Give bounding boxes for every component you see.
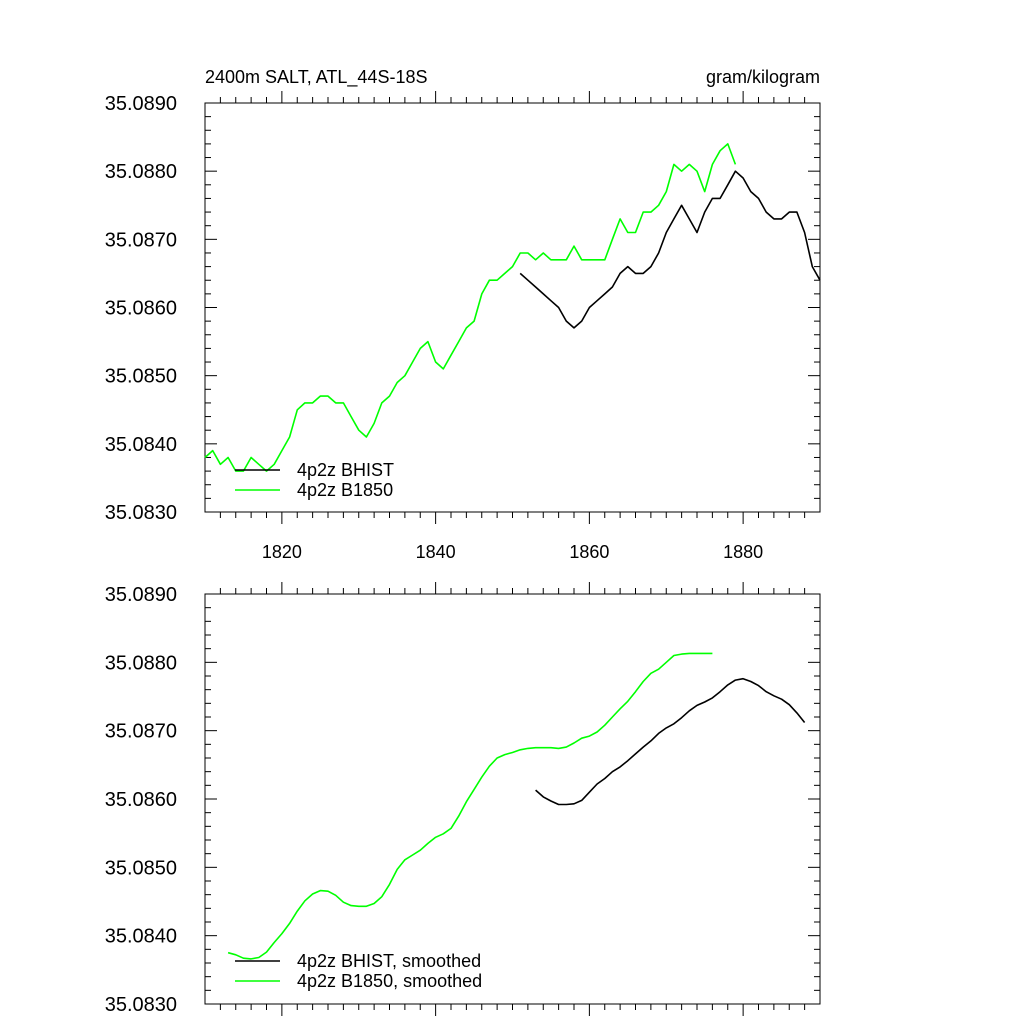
y-tick-label: 35.0890 [105, 93, 177, 115]
plot-frame [204, 102, 821, 513]
top-panel-units: gram/kilogram [706, 67, 820, 87]
top-panel: 2400m SALT, ATL_44S-18S gram/kilogram 18… [105, 67, 821, 562]
y-tick-label: 35.0830 [105, 502, 177, 524]
legend-label: 4p2z BHIST [297, 460, 394, 480]
x-tick-label: 1880 [723, 542, 763, 562]
top-panel-title: 2400m SALT, ATL_44S-18S [205, 67, 427, 88]
x-tick-label: 1840 [416, 542, 456, 562]
y-tick-label: 35.0870 [105, 229, 177, 251]
bottom-panel: 35.0830 35.0840 35.0850 35.0860 35.0870 35.08… [105, 582, 821, 1016]
legend-label: 4p2z B1850, smoothed [297, 971, 482, 991]
y-tick-label: 35.0890 [105, 584, 177, 606]
series-line-bhist [535, 677, 806, 806]
x-tick-label: 1820 [262, 542, 302, 562]
legend-label: 4p2z B1850 [297, 480, 393, 500]
legend-label: 4p2z BHIST, smoothed [297, 951, 481, 971]
y-tick-label: 35.0860 [105, 298, 177, 320]
y-tick-label: 35.0880 [105, 652, 177, 674]
y-tick-label: 35.0840 [105, 434, 177, 456]
x-tick-label: 1860 [569, 542, 609, 562]
y-tick-label: 35.0850 [105, 366, 177, 388]
y-tick-label: 35.0880 [105, 161, 177, 183]
y-tick-label: 35.0850 [105, 857, 177, 879]
y-tick-label: 35.0870 [105, 721, 177, 743]
y-tick-label: 35.0860 [105, 789, 177, 811]
plot-frame [204, 593, 821, 1005]
series-line-b1850 [227, 652, 713, 960]
series-line-bhist [519, 170, 821, 329]
y-tick-label: 35.0830 [105, 994, 177, 1016]
y-tick-label: 35.0840 [105, 926, 177, 948]
series-line-b1850 [204, 143, 737, 472]
